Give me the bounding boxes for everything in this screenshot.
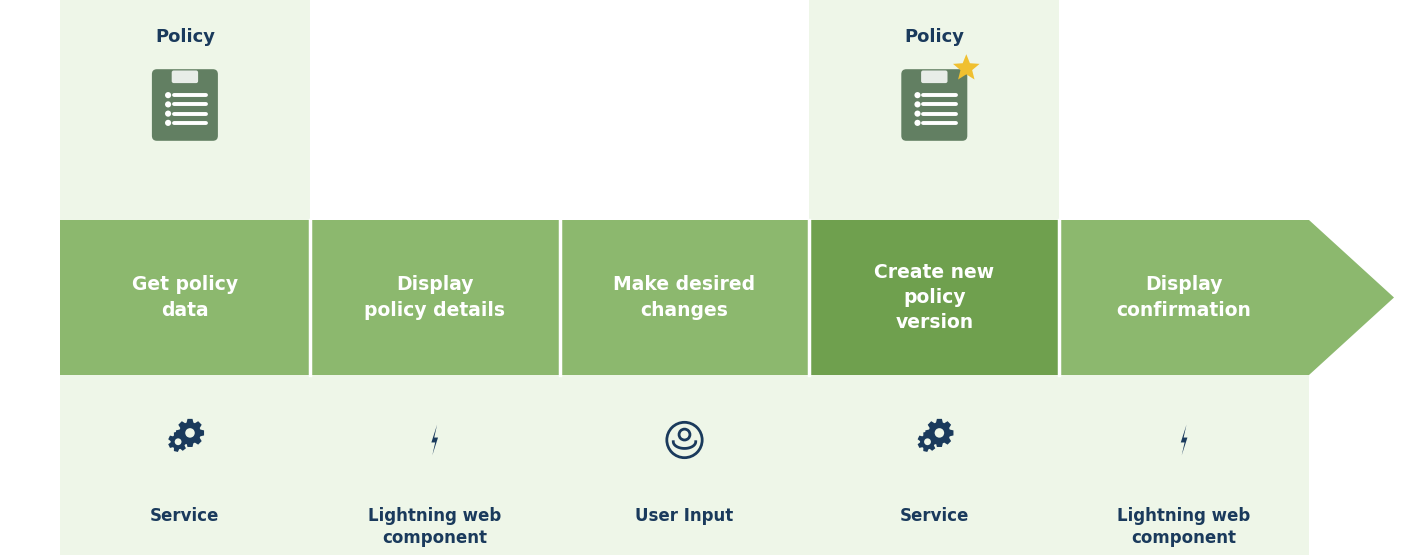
Circle shape (924, 438, 931, 445)
FancyBboxPatch shape (172, 70, 198, 83)
Polygon shape (809, 220, 1059, 375)
Text: Service: Service (150, 507, 219, 525)
Circle shape (914, 120, 920, 126)
Circle shape (914, 102, 920, 108)
Polygon shape (953, 54, 980, 79)
Text: Lightning web
component: Lightning web component (367, 507, 501, 547)
Text: Policy: Policy (155, 28, 215, 46)
Polygon shape (1180, 425, 1188, 455)
Circle shape (914, 92, 920, 98)
Circle shape (185, 428, 195, 438)
FancyBboxPatch shape (152, 69, 218, 141)
Circle shape (165, 92, 171, 98)
Circle shape (175, 438, 181, 445)
Text: Display
confirmation: Display confirmation (1116, 275, 1252, 320)
Text: Get policy
data: Get policy data (132, 275, 238, 320)
Text: Make desired
changes: Make desired changes (614, 275, 756, 320)
Text: Display
policy details: Display policy details (365, 275, 506, 320)
Text: Policy: Policy (904, 28, 964, 46)
Text: Create new
policy
version: Create new policy version (874, 263, 994, 332)
Text: Service: Service (900, 507, 968, 525)
Circle shape (165, 120, 171, 126)
Text: Lightning web
component: Lightning web component (1118, 507, 1250, 547)
Circle shape (914, 110, 920, 117)
FancyBboxPatch shape (921, 70, 947, 83)
Polygon shape (917, 432, 937, 452)
Polygon shape (60, 0, 310, 220)
Polygon shape (809, 0, 1059, 220)
Polygon shape (431, 425, 439, 455)
Polygon shape (60, 375, 1309, 555)
Polygon shape (926, 419, 954, 447)
Polygon shape (177, 419, 204, 447)
Text: User Input: User Input (635, 507, 733, 525)
Polygon shape (60, 220, 1394, 375)
Circle shape (165, 102, 171, 108)
Circle shape (165, 110, 171, 117)
Circle shape (934, 428, 944, 438)
Polygon shape (168, 432, 188, 452)
FancyBboxPatch shape (901, 69, 967, 141)
